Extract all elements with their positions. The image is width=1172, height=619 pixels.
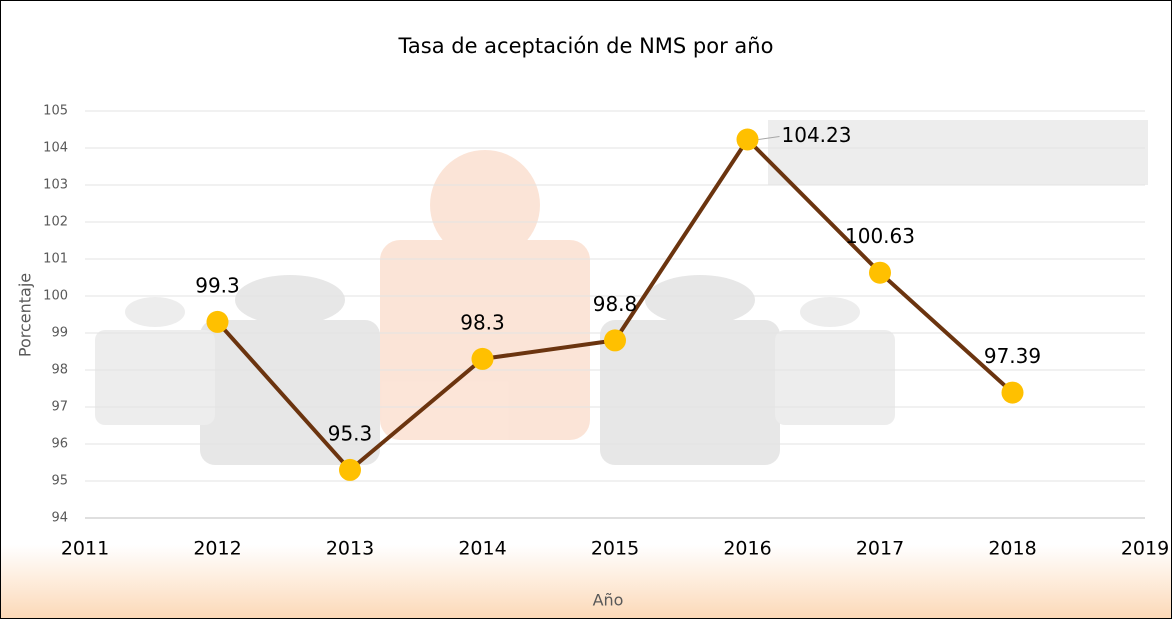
x-tick-label: 2011 xyxy=(61,538,109,560)
y-tick-label: 95 xyxy=(51,474,68,489)
marker xyxy=(737,128,759,150)
marker xyxy=(472,348,494,370)
y-tick-label: 101 xyxy=(43,252,68,267)
y-tick-label: 105 xyxy=(43,104,68,119)
x-tick-label: 2019 xyxy=(1121,538,1169,560)
data-label: 99.3 xyxy=(195,273,240,297)
x-tick-label: 2018 xyxy=(988,538,1036,560)
data-label: 95.3 xyxy=(328,421,373,445)
y-axis-label: Porcentaje xyxy=(16,273,35,357)
marker xyxy=(207,311,229,333)
x-axis-label: Año xyxy=(593,591,624,610)
data-label: 98.8 xyxy=(593,292,638,316)
y-tick-label: 103 xyxy=(43,178,68,193)
marker xyxy=(1002,382,1024,404)
data-label: 100.63 xyxy=(845,224,915,248)
chart: Tasa de aceptación de NMS por año Año Po… xyxy=(0,0,1172,619)
marker xyxy=(339,459,361,481)
y-tick-label: 96 xyxy=(51,437,68,452)
marker xyxy=(869,262,891,284)
y-tick-label: 104 xyxy=(43,141,68,156)
y-tick-label: 100 xyxy=(43,289,68,304)
y-tick-label: 98 xyxy=(51,363,68,378)
marker xyxy=(604,329,626,351)
x-tick-label: 2013 xyxy=(326,538,374,560)
x-tick-label: 2015 xyxy=(591,538,639,560)
y-tick-label: 102 xyxy=(43,215,68,230)
x-tick-label: 2012 xyxy=(193,538,241,560)
x-tick-label: 2017 xyxy=(856,538,904,560)
data-label: 104.23 xyxy=(782,123,852,147)
x-tick-label: 2014 xyxy=(458,538,506,560)
y-tick-label: 97 xyxy=(51,400,68,415)
y-tick-label: 99 xyxy=(51,326,68,341)
page: Tasa de aceptación de NMS por año Año Po… xyxy=(0,0,1172,619)
x-tick-label: 2016 xyxy=(723,538,771,560)
data-label: 97.39 xyxy=(984,344,1041,368)
y-tick-label: 94 xyxy=(51,511,68,526)
data-label: 98.3 xyxy=(460,310,505,334)
chart-title: Tasa de aceptación de NMS por año xyxy=(398,34,774,58)
